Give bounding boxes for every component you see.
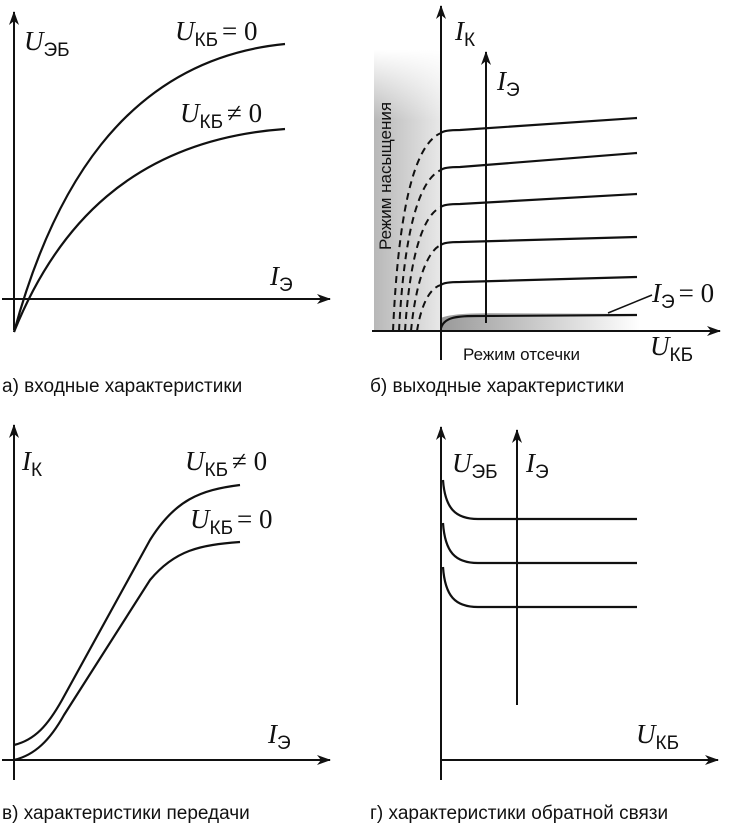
panel-a-curve1-label: UКБ = 0 (175, 16, 258, 51)
panel-a-caption: а) входные характеристики (2, 376, 242, 397)
saturation-curve-1 (416, 284, 442, 332)
panel-b-caption: б) выходные характеристики (370, 376, 624, 397)
saturation-mode-label: Режим насыщения (376, 102, 395, 250)
panel-d-caption: г) характеристики обратной связи (370, 803, 668, 824)
output-curve-2 (440, 235, 638, 246)
feedback-curve-3 (441, 566, 637, 609)
panel-input-characteristics: UЭБ IЭ UКБ = 0 UКБ ≠ 0 а) входные характер… (2, 11, 331, 397)
feedback-curve-2 (441, 522, 637, 565)
panel-a-y-label: UЭБ (24, 26, 70, 61)
panel-a-x-label: IЭ (269, 261, 293, 296)
output-curve-3 (440, 192, 638, 208)
output-curve-4 (440, 151, 638, 171)
panel-a-curve-ukb-zero (12, 42, 286, 333)
output-curve-1 (440, 275, 638, 286)
panel-d-y-label: UЭБ (452, 448, 498, 483)
panel-c-x-label: IЭ (267, 719, 291, 754)
panel-c-curve-ukb-nonzero (13, 483, 241, 747)
ie-zero-leader (607, 294, 653, 314)
panel-c-curve-ukb-zero (13, 540, 241, 762)
saturation-curve-4 (398, 169, 442, 332)
panel-b-ie-label: IЭ (496, 66, 520, 101)
panel-b-x-label: UКБ (650, 331, 693, 366)
panel-feedback-characteristics: UЭБ IЭ UКБ г) характеристики обратной св… (370, 426, 719, 824)
output-curve-ie-zero (439, 313, 638, 329)
panel-transfer-characteristics: IК IЭ UКБ ≠ 0 UКБ = 0 в) характеристики пе… (2, 424, 331, 824)
panel-a-curve2-label: UКБ ≠ 0 (180, 98, 262, 133)
saturation-curve-2 (410, 244, 442, 332)
panel-d-x-label: UКБ (636, 719, 679, 754)
output-curve-5 (440, 116, 638, 134)
saturation-curve-5 (392, 132, 442, 332)
panel-b-ie-zero-label: IЭ = 0 (651, 278, 714, 313)
panel-output-characteristics: IК IЭ IЭ = 0 UКБ Режим насыщения Режим от… (370, 5, 721, 397)
saturation-curve-3 (404, 206, 442, 332)
panel-c-y-label: IК (21, 446, 42, 481)
panel-a-curve-ukb-nonzero (12, 127, 286, 333)
panel-d-ie-label: IЭ (525, 448, 549, 483)
panel-c-caption: в) характеристики передачи (2, 803, 250, 824)
panel-c-curve2-label: UКБ = 0 (190, 504, 273, 539)
feedback-curve-1 (441, 479, 637, 521)
cutoff-region (441, 313, 640, 331)
panel-b-y-label: IК (454, 16, 475, 51)
panel-c-curve1-label: UКБ ≠ 0 (185, 446, 267, 481)
cutoff-mode-label: Режим отсечки (463, 345, 580, 364)
